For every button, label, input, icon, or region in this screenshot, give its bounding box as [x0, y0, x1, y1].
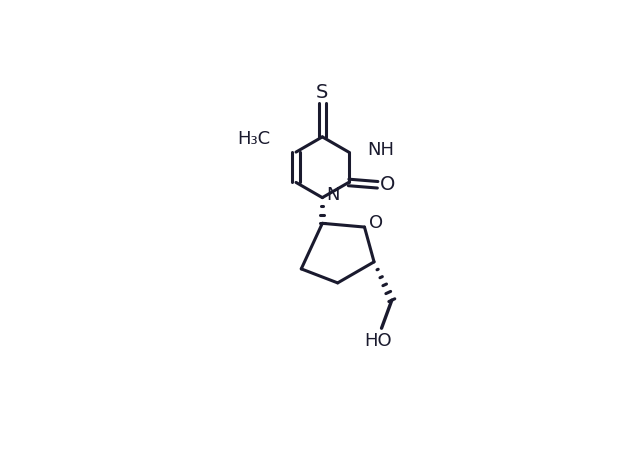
- Text: NH: NH: [367, 141, 394, 159]
- Text: O: O: [380, 175, 396, 194]
- Text: H₃C: H₃C: [237, 130, 270, 148]
- Text: N: N: [326, 186, 339, 204]
- Text: O: O: [369, 214, 383, 232]
- Text: S: S: [316, 84, 328, 102]
- Text: HO: HO: [364, 332, 392, 350]
